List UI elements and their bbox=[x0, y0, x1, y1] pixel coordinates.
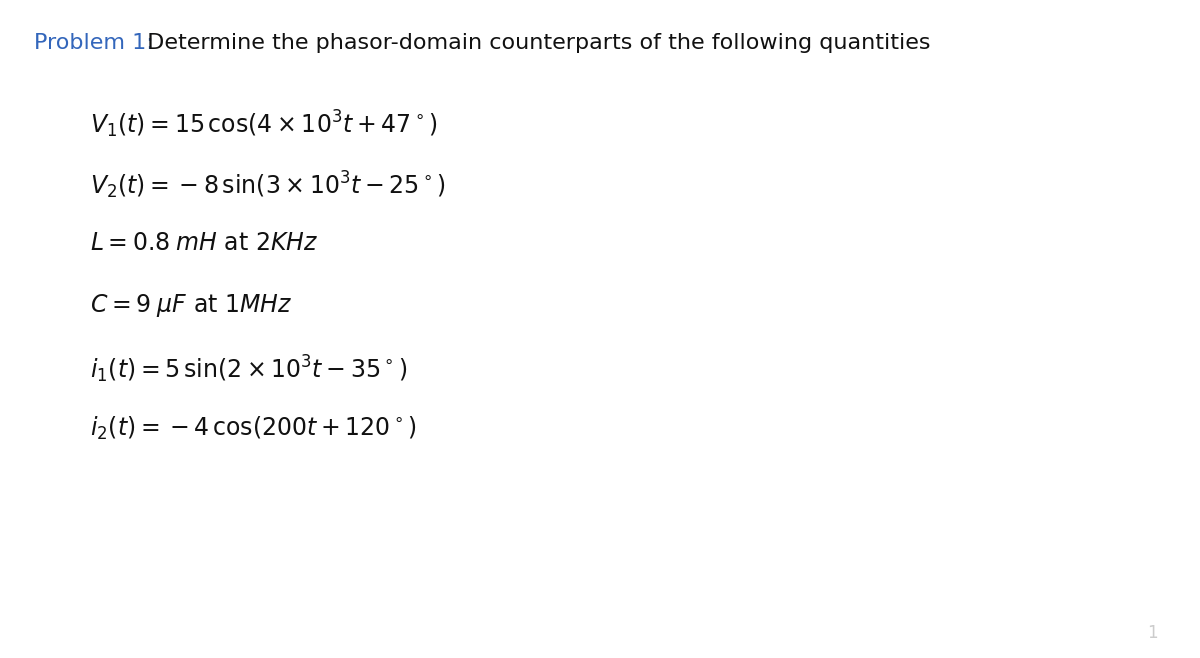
Text: $C = 9\;\mu F\text{ at }1MHz$: $C = 9\;\mu F\text{ at }1MHz$ bbox=[90, 292, 293, 319]
Text: 1: 1 bbox=[1147, 624, 1158, 642]
Text: $i_2(t) = -4\,\cos(200t + 120^\circ)$: $i_2(t) = -4\,\cos(200t + 120^\circ)$ bbox=[90, 415, 416, 442]
Text: Determine the phasor-domain counterparts of the following quantities: Determine the phasor-domain counterparts… bbox=[133, 33, 931, 53]
Text: Problem 1:: Problem 1: bbox=[34, 33, 154, 53]
Text: $V_2(t) = -8\,\sin(3 \times 10^3t - 25^\circ)$: $V_2(t) = -8\,\sin(3 \times 10^3t - 25^\… bbox=[90, 170, 445, 201]
Text: $i_1(t) = 5\,\sin(2 \times 10^3t - 35^\circ)$: $i_1(t) = 5\,\sin(2 \times 10^3t - 35^\c… bbox=[90, 353, 407, 385]
Text: $L = 0.8\;mH\text{ at }2KHz$: $L = 0.8\;mH\text{ at }2KHz$ bbox=[90, 231, 318, 255]
Text: $V_1(t) = 15\,\cos(4 \times 10^3t + 47^\circ)$: $V_1(t) = 15\,\cos(4 \times 10^3t + 47^\… bbox=[90, 109, 438, 140]
